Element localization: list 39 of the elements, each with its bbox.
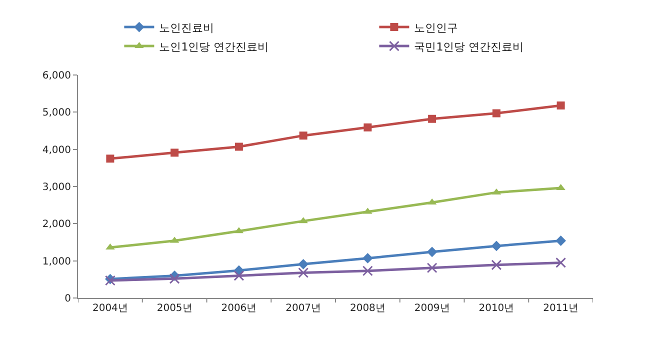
point (298, 267, 309, 278)
x-tick-label: 2006년 (221, 303, 257, 314)
point (362, 253, 373, 264)
point (492, 109, 500, 118)
point (491, 240, 502, 252)
legend-label: 노인1인당 연간진료비 (159, 40, 269, 54)
y-tick-label: 1,000 (42, 256, 71, 268)
y-tick-label: 2,000 (42, 219, 71, 230)
point (234, 142, 243, 151)
y-tick-label: 5,000 (42, 108, 71, 119)
point (556, 257, 566, 268)
point (169, 273, 180, 284)
x-tick-label: 2007년 (286, 303, 322, 314)
legend-label: 노인진료비 (159, 21, 214, 34)
legend-label: 국민1인당 연간진료비 (414, 40, 524, 54)
x-tick-label: 2010년 (478, 303, 514, 314)
point (556, 101, 565, 110)
point (426, 246, 438, 258)
x-tick-label: 2008년 (350, 303, 386, 314)
y-tick-label: 0 (64, 294, 71, 304)
point (106, 154, 114, 163)
point (299, 132, 308, 140)
point (298, 258, 309, 270)
x-tick-label: 2011년 (543, 303, 579, 314)
point (491, 260, 502, 270)
x-tick-label: 2004년 (92, 303, 128, 314)
point (556, 236, 566, 246)
y-tick-label: 3,000 (42, 182, 71, 193)
point (234, 270, 244, 281)
point (362, 266, 373, 276)
x-tick-label: 2005년 (156, 303, 192, 314)
x-tick-label: 2009년 (414, 303, 450, 314)
y-tick-label: 6,000 (42, 70, 71, 82)
point (364, 123, 372, 132)
y-tick-label: 4,000 (42, 144, 71, 156)
legend-label: 노인인구 (414, 21, 458, 34)
point (170, 148, 179, 157)
point (426, 262, 438, 274)
point (428, 114, 436, 123)
